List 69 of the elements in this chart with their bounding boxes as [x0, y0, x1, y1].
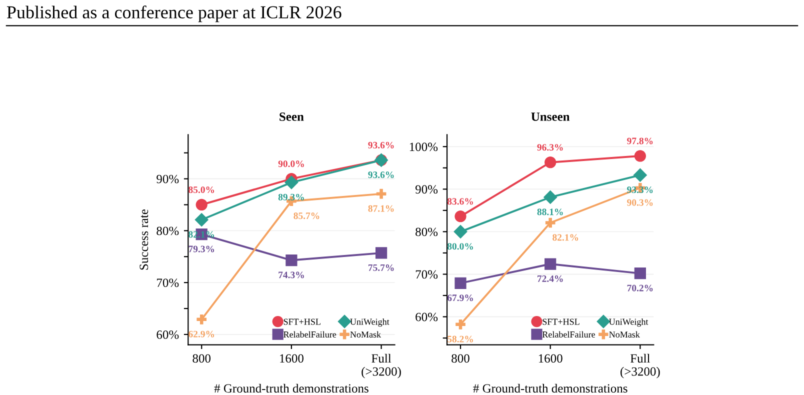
point — [543, 190, 558, 204]
data-label: 93.6% — [368, 142, 394, 148]
point — [454, 277, 466, 289]
x-tick-label: 800 — [452, 354, 470, 363]
legend-label: NoMask — [350, 331, 382, 338]
data-label: 87.1% — [368, 205, 394, 212]
y-tick-label: 80% — [416, 228, 438, 236]
data-label: 85.7% — [294, 212, 320, 220]
point — [196, 314, 207, 324]
data-label: 83.6% — [447, 198, 473, 205]
y-tick-label: 60% — [156, 330, 179, 339]
legend-label: UniWeight — [350, 318, 390, 327]
point — [633, 168, 648, 182]
x-tick-label: 800 — [192, 354, 211, 363]
legend-label: SFT+HSL — [284, 318, 320, 325]
point — [454, 224, 468, 239]
legend-label: RelabelFailure — [284, 331, 336, 338]
x-tick-label: 1600 — [538, 354, 562, 363]
y-tick-label: 70% — [416, 270, 438, 279]
chart-title: Seen — [280, 112, 304, 121]
text: Published as a conference paper at ICLR 2026 — [6, 6, 342, 22]
y-axis-title: Success rate — [140, 209, 148, 270]
point — [376, 188, 386, 199]
y-tick-label: 80% — [156, 226, 179, 236]
chart-title: Unseen — [531, 112, 570, 121]
data-label: 97.8% — [627, 138, 653, 144]
data-label: 88.1% — [537, 208, 563, 216]
data-label: 70.2% — [627, 284, 653, 292]
point — [284, 175, 298, 190]
x-axis-title: # Ground-truth demonstrations — [214, 384, 368, 393]
point — [196, 198, 208, 211]
y-tick-label: 60% — [416, 312, 438, 322]
x-axis-title: # Ground-truth demonstrations — [473, 384, 628, 393]
point — [544, 156, 556, 168]
point — [456, 320, 466, 330]
data-label: 82.1% — [552, 234, 578, 241]
data-label: 85.0% — [188, 186, 214, 194]
x-tick-label: 1600 — [280, 354, 304, 363]
point — [634, 268, 646, 280]
point — [634, 150, 646, 162]
data-label: 58.2% — [448, 336, 473, 342]
legend-label: NoMask — [609, 331, 640, 338]
point — [454, 210, 466, 222]
point — [545, 218, 556, 228]
data-label: 75.7% — [368, 264, 394, 271]
legend-label: RelabelFailure — [542, 331, 595, 338]
point — [375, 247, 388, 259]
data-label: 74.3% — [278, 272, 304, 278]
point — [286, 254, 298, 266]
y-tick-label: 70% — [157, 278, 179, 288]
y-tick-label: 100% — [410, 142, 438, 152]
data-label: 67.9% — [447, 294, 473, 302]
point — [544, 258, 556, 270]
data-label: 93.6% — [368, 172, 394, 178]
data-label: 96.3% — [537, 144, 563, 151]
data-label: 90.0% — [278, 160, 304, 168]
x-tick-label: Full (>3200) — [362, 354, 401, 378]
data-label: 90.3% — [627, 199, 653, 206]
y-tick-label: 90% — [156, 174, 179, 184]
point — [194, 212, 209, 227]
y-tick-label: 90% — [415, 185, 438, 194]
legend-label: SFT+HSL — [542, 318, 580, 325]
legend-label: UniWeight — [609, 318, 648, 327]
x-tick-label: Full (>3200) — [620, 354, 660, 378]
data-label: 82.1% — [188, 231, 214, 238]
data-label: 79.3% — [188, 246, 214, 252]
data-label: 72.4% — [538, 275, 563, 282]
data-label: 89.3% — [278, 194, 304, 200]
data-label: 80.0% — [447, 243, 473, 250]
